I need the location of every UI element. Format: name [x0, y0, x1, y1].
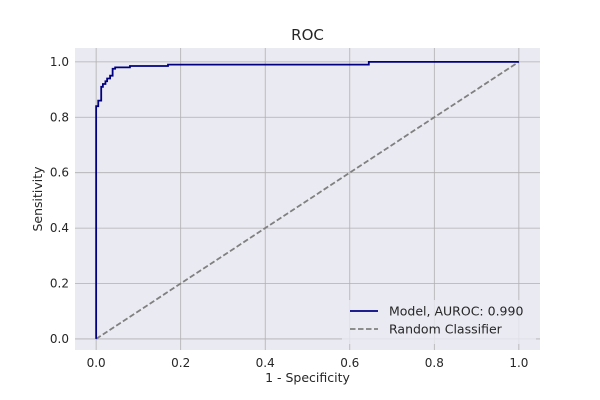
model-roc-line — [95, 60, 519, 339]
grid — [75, 48, 540, 350]
x-tick-label: 0.4 — [256, 356, 275, 370]
legend-random-label: Random Classifier — [389, 322, 503, 337]
y-tick-label: 0.6 — [50, 166, 69, 180]
x-axis-label: 1 - Specificity — [265, 370, 350, 385]
x-tick-label: 0.6 — [340, 356, 359, 370]
y-tick-label: 0.2 — [50, 277, 69, 291]
x-tick-label: 0.8 — [425, 356, 444, 370]
y-axis-label: Sensitivity — [30, 166, 45, 232]
legend-box — [342, 300, 536, 344]
series-layer — [95, 60, 520, 340]
legend: Model, AUROC: 0.990 Random Classifier — [342, 300, 536, 344]
y-tick-label: 0.0 — [50, 332, 69, 346]
y-tick-label: 1.0 — [50, 55, 69, 69]
x-tick-label: 0.2 — [171, 356, 190, 370]
x-tick-label: 0.0 — [87, 356, 106, 370]
chart-title: ROC — [291, 26, 324, 44]
random-classifier-line — [95, 61, 520, 340]
tick-labels: 0.0 0.2 0.4 0.6 0.8 1.0 0.0 0.2 0.4 0.6 0.8 1.0 — [50, 55, 529, 370]
x-tick-label: 1.0 — [509, 356, 528, 370]
y-tick-label: 0.8 — [50, 110, 69, 124]
plot-area — [75, 48, 540, 350]
legend-model-label: Model, AUROC: 0.990 — [389, 304, 523, 319]
y-tick-label: 0.4 — [50, 221, 69, 235]
